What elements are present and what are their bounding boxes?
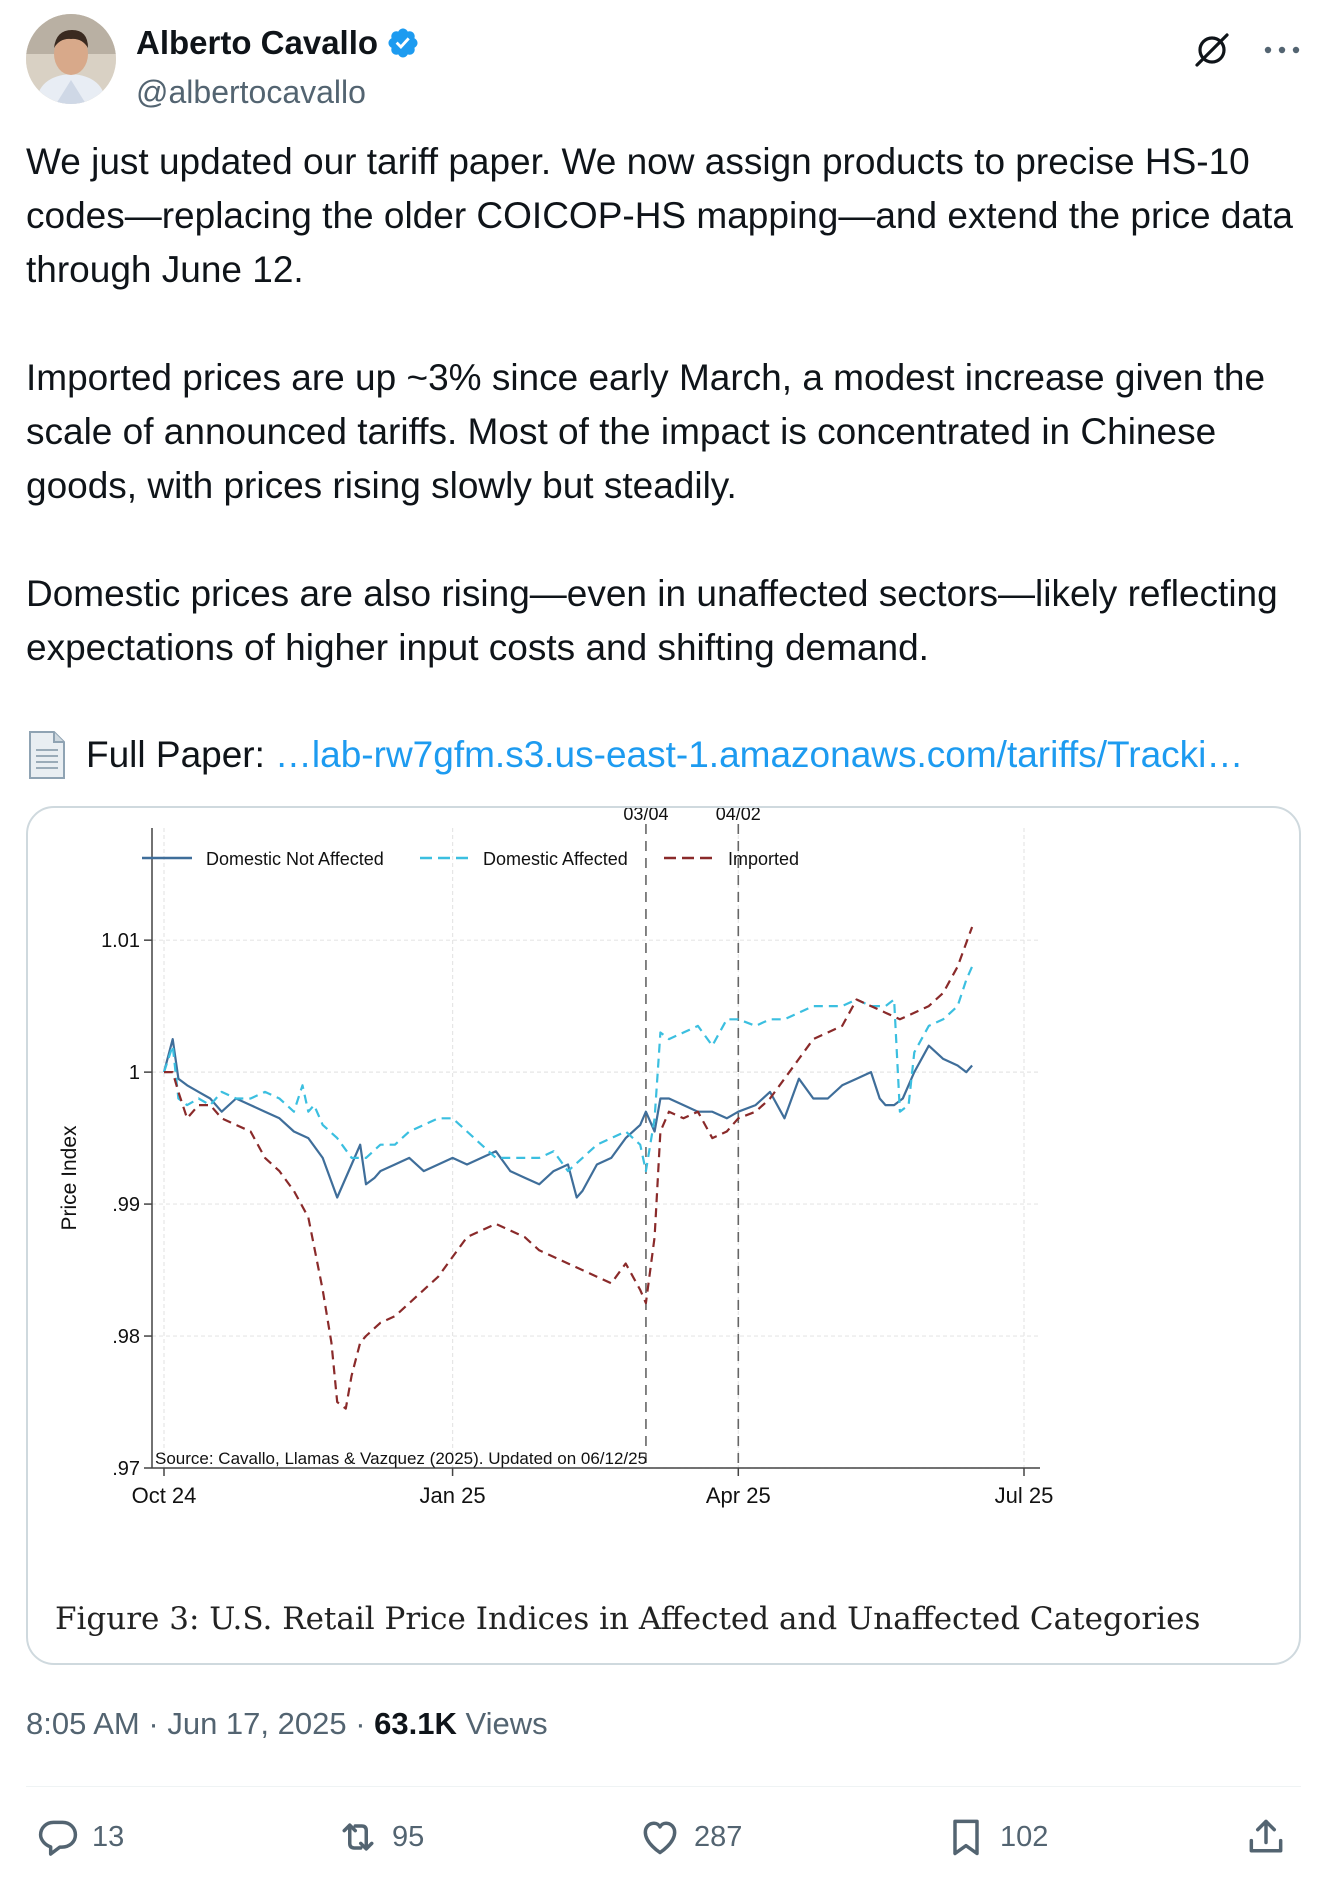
price-index-chart: .97 .98 .99 1 1.01 Oct 24 Jan 25 Apr 25 Jul 25 Pr…: [58, 808, 1054, 1508]
bookmark-icon: [953, 1819, 979, 1856]
series-line-domestic-affected: [162, 966, 974, 1173]
display-name[interactable]: Alberto Cavallo: [136, 24, 379, 61]
y-tick-label: 1.01: [101, 930, 140, 952]
avatar-image: [26, 14, 116, 104]
x-tick-label: Apr 25: [706, 1483, 771, 1508]
y-tick-label: .97: [112, 1458, 140, 1480]
views-label: Views: [465, 1706, 548, 1741]
reply-count: 13: [92, 1820, 125, 1853]
page-document-icon: [29, 731, 65, 779]
handle[interactable]: @albertocavallo: [136, 74, 366, 110]
tweet-header: Alberto Cavallo @albertocavallo: [26, 14, 1306, 110]
x-tick-label: Oct 24: [132, 1483, 197, 1508]
heart-icon: [643, 1821, 677, 1855]
repost-count: 95: [392, 1820, 425, 1853]
legend-label: Imported: [728, 849, 799, 869]
meta-separator: ·: [355, 1706, 366, 1741]
action-bar: 13 95 287 102: [26, 1815, 1301, 1875]
y-tick-label: .99: [112, 1194, 140, 1216]
like-button[interactable]: 287: [638, 1815, 742, 1859]
repost-icon: [342, 1823, 374, 1851]
tweet-paragraph: We just updated our tariff paper. We now…: [26, 141, 1293, 290]
media-card[interactable]: .97 .98 .99 1 1.01 Oct 24 Jan 25 Apr 25 Jul 25 Pr…: [26, 806, 1301, 1665]
tweet-text: We just updated our tariff paper. We now…: [26, 135, 1301, 675]
tweet-meta: 8:05 AM · Jun 17, 2025 · 63.1K Views: [26, 1706, 548, 1742]
series-line-domestic-not-affected: [162, 1038, 973, 1199]
x-tick-label: Jan 25: [420, 1483, 486, 1508]
verified-badge-icon: [388, 28, 418, 58]
paper-label: Full Paper:: [86, 734, 265, 775]
name-row: Alberto Cavallo: [136, 24, 420, 62]
divider: [26, 1786, 1301, 1787]
repost-button[interactable]: 95: [336, 1815, 424, 1859]
tweet-paragraph: Domestic prices are also rising—even in …: [26, 573, 1278, 668]
reply-button[interactable]: 13: [36, 1815, 124, 1859]
avatar[interactable]: [26, 14, 116, 104]
figure-caption: Figure 3: U.S. Retail Price Indices in A…: [55, 1601, 1201, 1637]
bookmark-button[interactable]: 102: [944, 1815, 1048, 1859]
y-tick-label: 1: [129, 1062, 140, 1084]
legend-label: Domestic Not Affected: [206, 849, 384, 869]
bookmark-count: 102: [1000, 1820, 1049, 1853]
reply-icon: [38, 1820, 78, 1856]
more-options-icon[interactable]: [1258, 32, 1306, 68]
grok-icon[interactable]: [1192, 30, 1232, 70]
tweet-paragraph: Imported prices are up ~3% since early M…: [26, 357, 1266, 506]
event-label: 04/02: [716, 808, 761, 824]
share-button[interactable]: [1244, 1815, 1288, 1859]
source-note: Source: Cavallo, Llamas & Vazquez (2025)…: [155, 1449, 647, 1468]
share-icon: [1249, 1819, 1283, 1853]
legend-label: Domestic Affected: [483, 849, 628, 869]
paper-link[interactable]: …lab-rw7gfm.s3.us-east-1.amazonaws.com/t…: [274, 734, 1244, 775]
series-line-imported: [164, 926, 974, 1410]
x-tick-label: Jul 25: [995, 1483, 1054, 1508]
tweet-date[interactable]: Jun 17, 2025: [167, 1706, 347, 1741]
meta-separator: ·: [148, 1706, 159, 1741]
y-axis-label: Price Index: [58, 1125, 81, 1231]
views-count: 63.1K: [374, 1706, 457, 1741]
y-tick-label: .98: [112, 1326, 140, 1348]
paper-link-row: Full Paper: …lab-rw7gfm.s3.us-east-1.ama…: [26, 730, 1243, 780]
tweet-time[interactable]: 8:05 AM: [26, 1706, 140, 1741]
like-count: 287: [694, 1820, 743, 1853]
event-label: 03/04: [623, 808, 668, 824]
